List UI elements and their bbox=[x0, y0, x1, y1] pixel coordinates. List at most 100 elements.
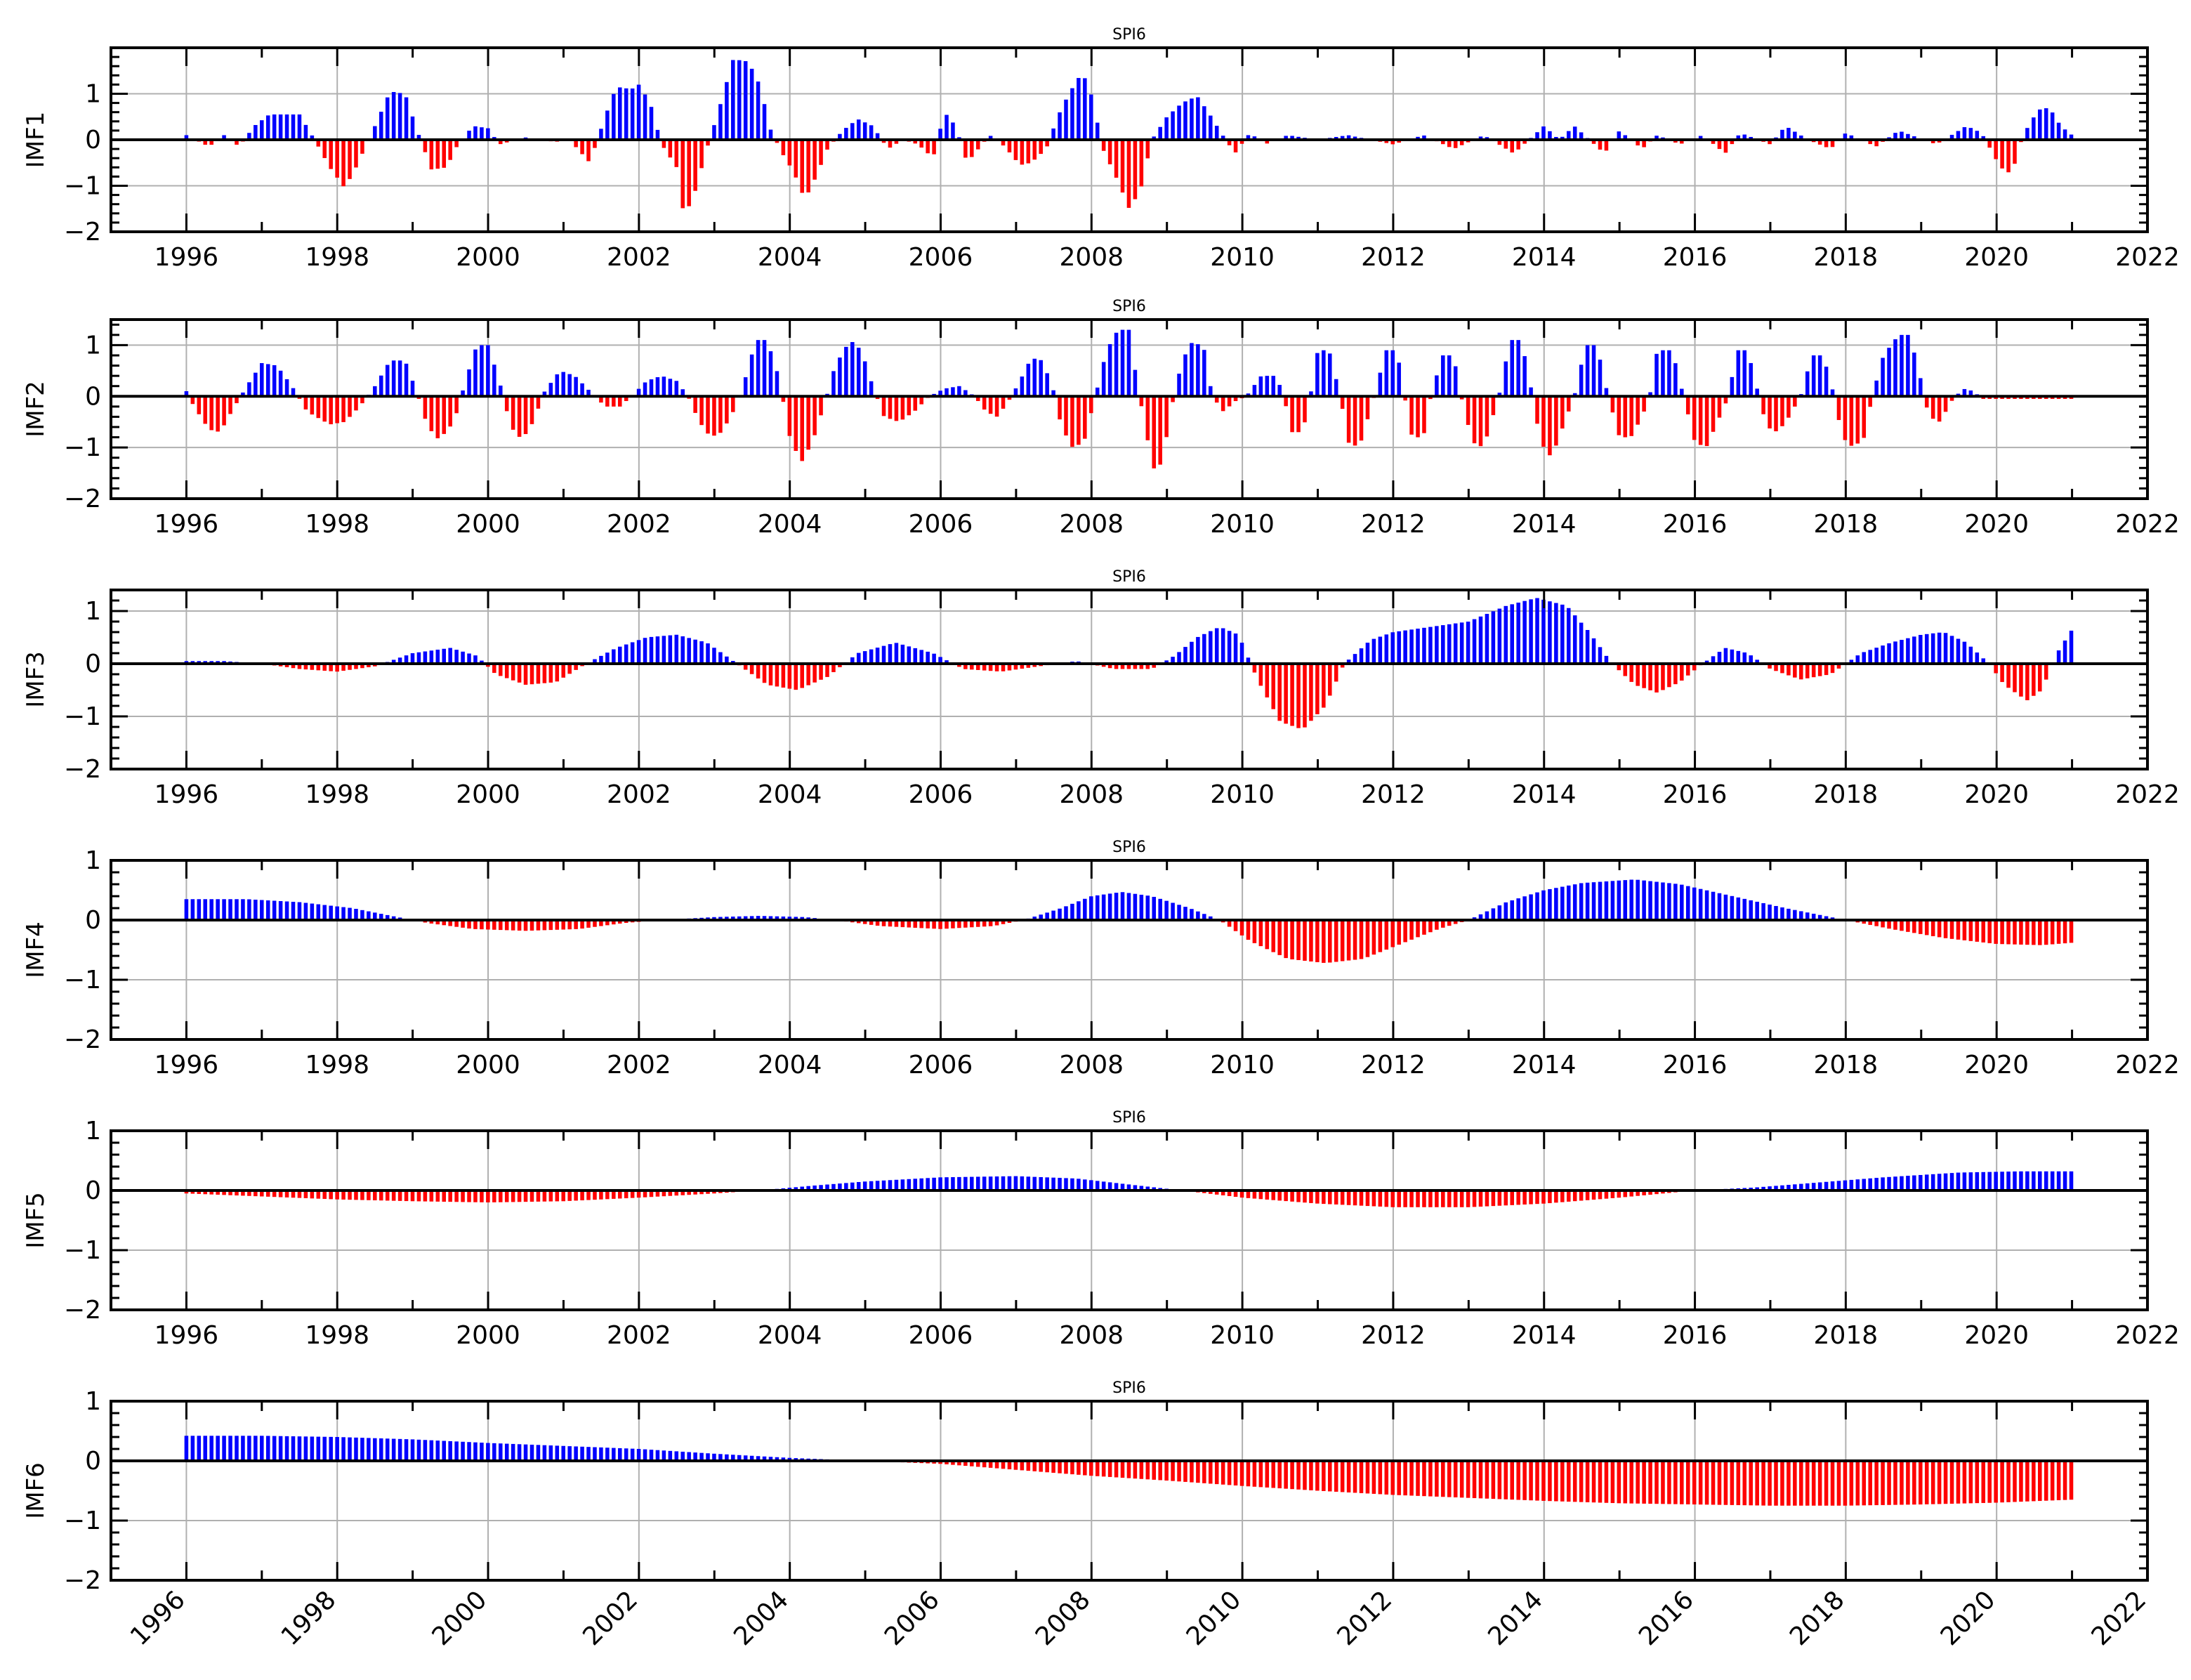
bar bbox=[1981, 136, 1986, 140]
bar bbox=[731, 917, 735, 920]
bar bbox=[303, 664, 308, 670]
x-tick-label: 2022 bbox=[2115, 780, 2180, 809]
bar bbox=[1139, 664, 1144, 669]
bar bbox=[567, 664, 572, 674]
bar bbox=[699, 1452, 704, 1461]
bar bbox=[1290, 1190, 1294, 1202]
bar bbox=[216, 1190, 220, 1195]
bar bbox=[599, 396, 603, 403]
bar bbox=[574, 140, 578, 147]
bar bbox=[1183, 1461, 1187, 1482]
bar bbox=[291, 114, 296, 140]
bar bbox=[2025, 1171, 2029, 1190]
bar bbox=[1409, 1461, 1414, 1496]
bar bbox=[1435, 1190, 1439, 1207]
bar bbox=[1459, 622, 1464, 664]
bar bbox=[1371, 920, 1376, 955]
bar bbox=[529, 920, 534, 931]
bar bbox=[1730, 376, 1735, 397]
bar bbox=[975, 664, 980, 670]
bar bbox=[1378, 1461, 1383, 1495]
bar bbox=[1522, 356, 1527, 397]
bar bbox=[1045, 912, 1049, 920]
bar bbox=[241, 1436, 245, 1461]
bar bbox=[2056, 1461, 2061, 1501]
bar bbox=[1975, 652, 1980, 664]
bar bbox=[1365, 396, 1370, 419]
bar bbox=[1554, 888, 1558, 920]
bar bbox=[1089, 1180, 1093, 1190]
bar bbox=[1158, 1461, 1162, 1481]
bar bbox=[1120, 329, 1125, 397]
bar bbox=[1504, 902, 1508, 920]
bar bbox=[1919, 1174, 1923, 1190]
bar bbox=[643, 638, 647, 664]
bar bbox=[1214, 1461, 1219, 1485]
bar bbox=[511, 1443, 515, 1461]
bar bbox=[1855, 1179, 1860, 1190]
bar bbox=[498, 664, 503, 676]
bar bbox=[1962, 920, 1967, 940]
bar bbox=[1120, 140, 1125, 193]
bar bbox=[1836, 1461, 1841, 1506]
bar bbox=[1636, 664, 1640, 686]
y-tick-label: 1 bbox=[85, 846, 101, 875]
x-tick-label: 2004 bbox=[758, 1051, 822, 1079]
x-tick-label: 2010 bbox=[1181, 1585, 1247, 1651]
bar bbox=[775, 371, 779, 397]
bar bbox=[1447, 920, 1452, 926]
bar bbox=[1522, 1190, 1527, 1205]
bar bbox=[919, 1178, 923, 1190]
bar bbox=[2032, 1171, 2036, 1190]
bar bbox=[806, 396, 810, 450]
bar bbox=[1874, 380, 1879, 397]
bar bbox=[1209, 916, 1213, 920]
bar bbox=[988, 664, 993, 671]
bar bbox=[1768, 904, 1772, 920]
bar bbox=[605, 652, 610, 664]
bar bbox=[410, 381, 415, 397]
bar bbox=[1309, 1461, 1313, 1490]
bar bbox=[1535, 1461, 1539, 1501]
bar bbox=[322, 664, 327, 671]
bar bbox=[1962, 388, 1967, 397]
bar bbox=[988, 396, 993, 414]
bar bbox=[235, 396, 239, 404]
bar bbox=[963, 140, 968, 158]
bar bbox=[1912, 1461, 1916, 1505]
bar bbox=[1202, 106, 1206, 140]
bar bbox=[718, 104, 723, 140]
bar bbox=[1900, 920, 1904, 931]
bar bbox=[1284, 136, 1288, 140]
bar bbox=[416, 1190, 421, 1202]
bar bbox=[1755, 388, 1759, 397]
bar bbox=[1435, 626, 1439, 664]
bar bbox=[2044, 664, 2048, 680]
bar bbox=[932, 1177, 936, 1190]
bar bbox=[1761, 396, 1765, 414]
bar bbox=[1937, 632, 1942, 664]
bar bbox=[1862, 396, 1867, 438]
bar bbox=[435, 140, 440, 169]
bar bbox=[1233, 1461, 1238, 1486]
bar bbox=[699, 641, 704, 664]
bar bbox=[574, 664, 578, 670]
bar bbox=[461, 1441, 465, 1461]
bar bbox=[1246, 1190, 1251, 1198]
bar bbox=[970, 1176, 974, 1190]
bar bbox=[655, 129, 660, 140]
bar bbox=[259, 1190, 264, 1197]
bar bbox=[1246, 1461, 1251, 1487]
bar bbox=[612, 920, 616, 925]
bar bbox=[1120, 1183, 1125, 1190]
bar bbox=[1887, 643, 1891, 664]
bar bbox=[957, 1176, 961, 1190]
x-tick-label: 1996 bbox=[154, 243, 219, 272]
bar bbox=[1447, 355, 1452, 397]
bar bbox=[1485, 1461, 1489, 1499]
bar bbox=[919, 920, 923, 928]
bar bbox=[994, 664, 999, 671]
bar bbox=[1403, 630, 1407, 664]
bar bbox=[1780, 1461, 1784, 1506]
x-tick-label: 2008 bbox=[1030, 1585, 1096, 1651]
